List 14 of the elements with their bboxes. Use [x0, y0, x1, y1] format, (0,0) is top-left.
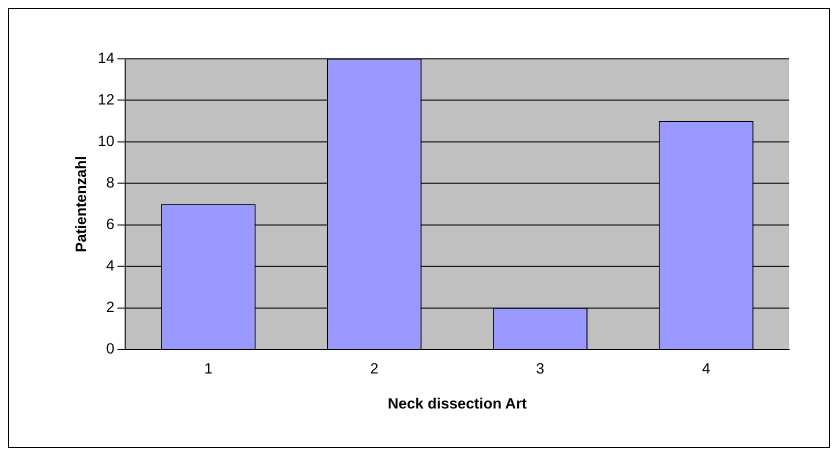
x-tick-label: 4 [702, 360, 710, 378]
x-tick-label: 2 [370, 360, 378, 378]
y-tick-label: 10 [98, 132, 114, 150]
y-tick-label: 12 [98, 91, 114, 108]
y-tick-label: 4 [106, 258, 114, 275]
y-tick-label: 14 [98, 50, 114, 67]
y-tick-label: 2 [106, 299, 114, 316]
y-tick-label: 0 [106, 340, 114, 358]
y-axis-title: Patientenzahl [72, 156, 90, 252]
x-axis-title: Neck dissection Art [388, 395, 527, 412]
y-tick-label: 6 [106, 216, 114, 233]
y-tick-label: 8 [106, 174, 114, 192]
x-tick-label: 1 [204, 360, 213, 378]
x-tick-label: 3 [536, 360, 544, 378]
